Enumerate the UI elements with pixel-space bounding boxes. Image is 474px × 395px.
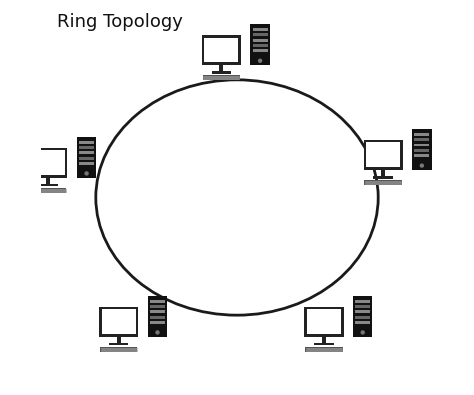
FancyBboxPatch shape: [150, 310, 165, 313]
Circle shape: [361, 331, 364, 334]
FancyBboxPatch shape: [414, 144, 429, 147]
FancyBboxPatch shape: [150, 305, 165, 308]
FancyBboxPatch shape: [355, 305, 370, 308]
FancyBboxPatch shape: [414, 149, 429, 152]
FancyBboxPatch shape: [212, 71, 231, 74]
FancyBboxPatch shape: [117, 337, 120, 343]
FancyBboxPatch shape: [77, 137, 96, 178]
FancyBboxPatch shape: [253, 39, 268, 41]
FancyBboxPatch shape: [28, 148, 67, 178]
FancyBboxPatch shape: [150, 300, 165, 303]
FancyBboxPatch shape: [314, 343, 334, 346]
FancyBboxPatch shape: [253, 34, 268, 36]
FancyBboxPatch shape: [99, 307, 138, 337]
FancyBboxPatch shape: [355, 300, 370, 303]
FancyBboxPatch shape: [79, 162, 94, 165]
Circle shape: [259, 59, 262, 62]
FancyBboxPatch shape: [79, 146, 94, 149]
FancyBboxPatch shape: [412, 129, 431, 170]
FancyBboxPatch shape: [150, 316, 165, 319]
FancyBboxPatch shape: [414, 154, 429, 157]
FancyBboxPatch shape: [109, 343, 128, 346]
FancyBboxPatch shape: [219, 65, 223, 71]
FancyBboxPatch shape: [374, 176, 393, 179]
FancyBboxPatch shape: [203, 75, 240, 80]
FancyBboxPatch shape: [253, 44, 268, 47]
FancyBboxPatch shape: [365, 180, 402, 185]
FancyBboxPatch shape: [414, 133, 429, 136]
FancyBboxPatch shape: [79, 141, 94, 144]
FancyBboxPatch shape: [355, 316, 370, 319]
FancyBboxPatch shape: [366, 142, 400, 167]
FancyBboxPatch shape: [253, 49, 268, 52]
FancyBboxPatch shape: [304, 307, 344, 337]
FancyBboxPatch shape: [253, 28, 268, 31]
FancyBboxPatch shape: [322, 337, 326, 343]
FancyBboxPatch shape: [307, 309, 341, 334]
FancyBboxPatch shape: [202, 36, 241, 65]
FancyBboxPatch shape: [250, 24, 270, 65]
FancyBboxPatch shape: [355, 310, 370, 313]
FancyBboxPatch shape: [38, 184, 57, 186]
FancyBboxPatch shape: [148, 296, 167, 337]
Circle shape: [156, 331, 159, 334]
FancyBboxPatch shape: [381, 170, 385, 176]
FancyBboxPatch shape: [355, 321, 370, 324]
FancyBboxPatch shape: [150, 321, 165, 324]
Circle shape: [420, 164, 423, 167]
FancyBboxPatch shape: [414, 138, 429, 141]
FancyBboxPatch shape: [29, 188, 66, 193]
FancyBboxPatch shape: [305, 346, 343, 352]
FancyBboxPatch shape: [31, 150, 65, 175]
FancyBboxPatch shape: [353, 296, 373, 337]
FancyBboxPatch shape: [46, 178, 50, 184]
Text: Ring Topology: Ring Topology: [56, 13, 182, 31]
FancyBboxPatch shape: [102, 309, 136, 334]
FancyBboxPatch shape: [79, 151, 94, 154]
FancyBboxPatch shape: [79, 157, 94, 160]
Circle shape: [85, 172, 88, 175]
FancyBboxPatch shape: [204, 38, 238, 62]
FancyBboxPatch shape: [100, 346, 137, 352]
FancyBboxPatch shape: [364, 140, 402, 170]
